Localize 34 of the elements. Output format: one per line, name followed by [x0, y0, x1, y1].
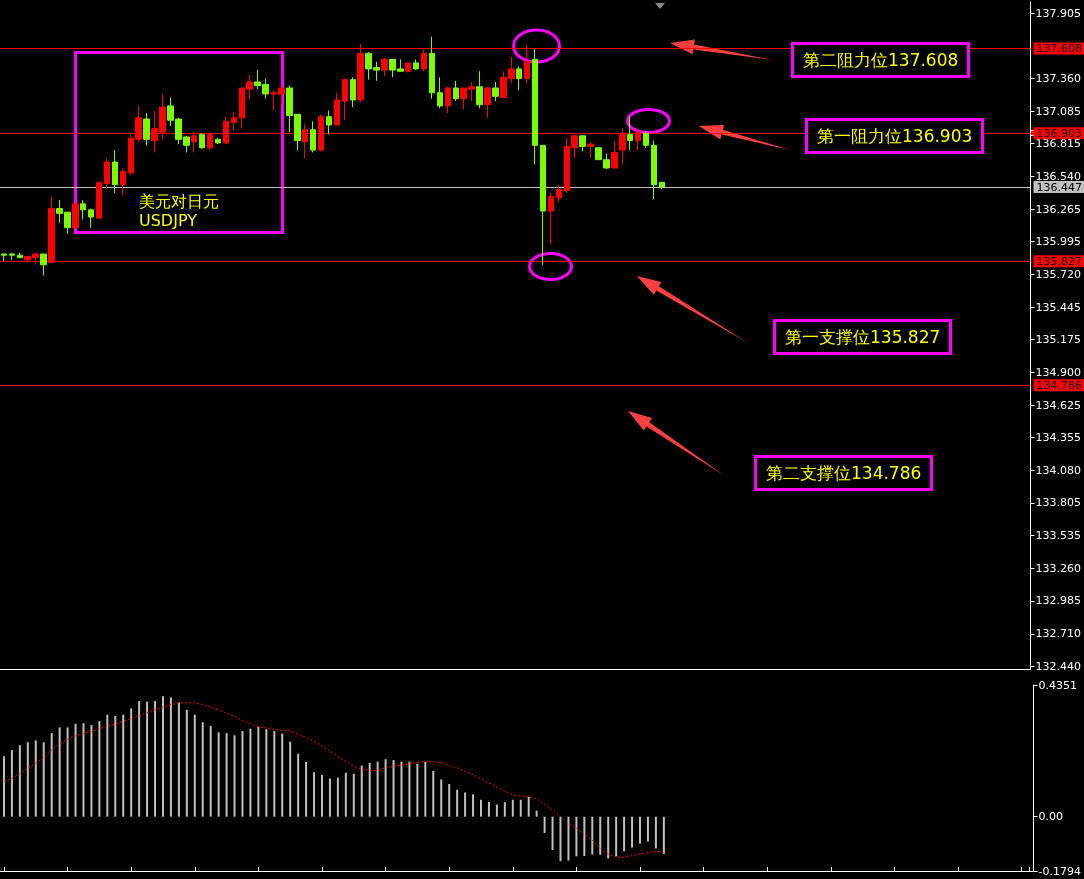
y-tick-label: 137.085	[1035, 104, 1082, 118]
y-tick-label: 136.265	[1035, 202, 1082, 216]
y-tick-label: 0.00	[1038, 810, 1064, 824]
y-tick-label: 134.355	[1035, 430, 1082, 444]
ref-line-label: 134.786	[1036, 378, 1083, 392]
y-tick-label: 132.440	[1035, 659, 1082, 673]
annotation: 第二阻力位137.608	[791, 41, 971, 78]
y-tick-label: 135.175	[1035, 332, 1082, 346]
annotation: 第一支撑位135.827	[773, 319, 953, 355]
y-tick-label: 134.900	[1035, 365, 1082, 379]
annotation: 第二支撑位134.786	[754, 455, 934, 491]
y-tick-label: 137.360	[1035, 71, 1082, 85]
y-tick-label: 137.905	[1035, 6, 1082, 20]
ref-line-label: 137.608	[1036, 42, 1083, 56]
y-tick-label: 135.445	[1035, 300, 1082, 314]
y-tick-label: 133.805	[1035, 496, 1082, 510]
ref-line-label: 136.447	[1036, 180, 1083, 194]
y-tick-label: 136.815	[1035, 137, 1082, 151]
y-tick-label: 132.710	[1035, 627, 1082, 641]
y-tick-label: -0.1794	[1038, 864, 1082, 878]
annotation: 第一阻力位136.903	[805, 118, 985, 154]
y-tick-label: 135.720	[1035, 267, 1082, 281]
text: USDJPY	[139, 210, 198, 230]
y-tick-label: 132.985	[1035, 594, 1082, 608]
ref-line-label: 136.903	[1036, 126, 1083, 140]
y-tick-label: 134.080	[1035, 463, 1082, 477]
y-tick-label: 133.260	[1035, 561, 1082, 575]
y-tick-label: 133.535	[1035, 528, 1082, 542]
y-tick-label: 135.995	[1035, 234, 1082, 248]
y-tick-label: 0.4351	[1038, 678, 1078, 692]
y-tick-label: 134.625	[1035, 398, 1082, 412]
ref-line-label: 135.827	[1036, 254, 1083, 268]
y-tick-label: 136.540	[1035, 169, 1082, 183]
text: 美元对日元	[139, 191, 219, 211]
